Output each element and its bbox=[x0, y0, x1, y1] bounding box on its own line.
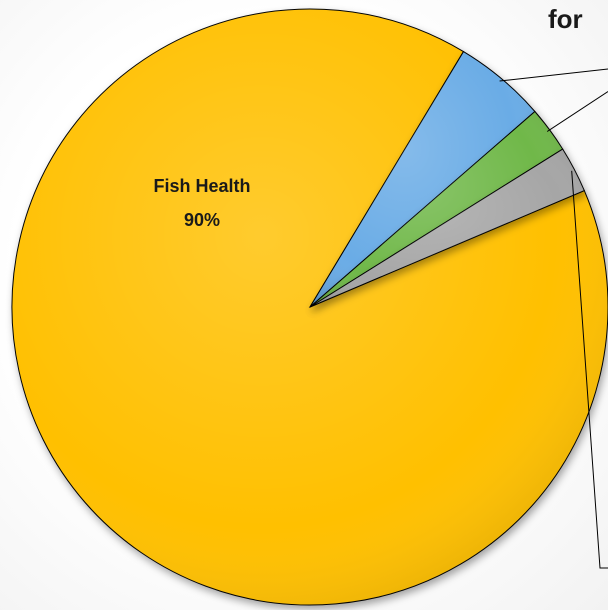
pie-slice-shading bbox=[310, 149, 585, 307]
pie-leader-lines bbox=[499, 68, 608, 569]
leader-line-3 bbox=[571, 170, 608, 569]
slice-label-fish-health: Fish Health bbox=[153, 176, 250, 196]
pie-labels: Fish Health 90% bbox=[153, 176, 250, 230]
pie-slice-shading bbox=[310, 111, 563, 308]
slice-value-fish-health: 90% bbox=[184, 210, 220, 230]
chart-title: for bbox=[548, 4, 583, 34]
pie-slice-shading bbox=[310, 51, 535, 308]
pie-slices bbox=[11, 8, 608, 606]
leader-line-1 bbox=[499, 68, 608, 82]
leader-line-2 bbox=[546, 91, 608, 132]
